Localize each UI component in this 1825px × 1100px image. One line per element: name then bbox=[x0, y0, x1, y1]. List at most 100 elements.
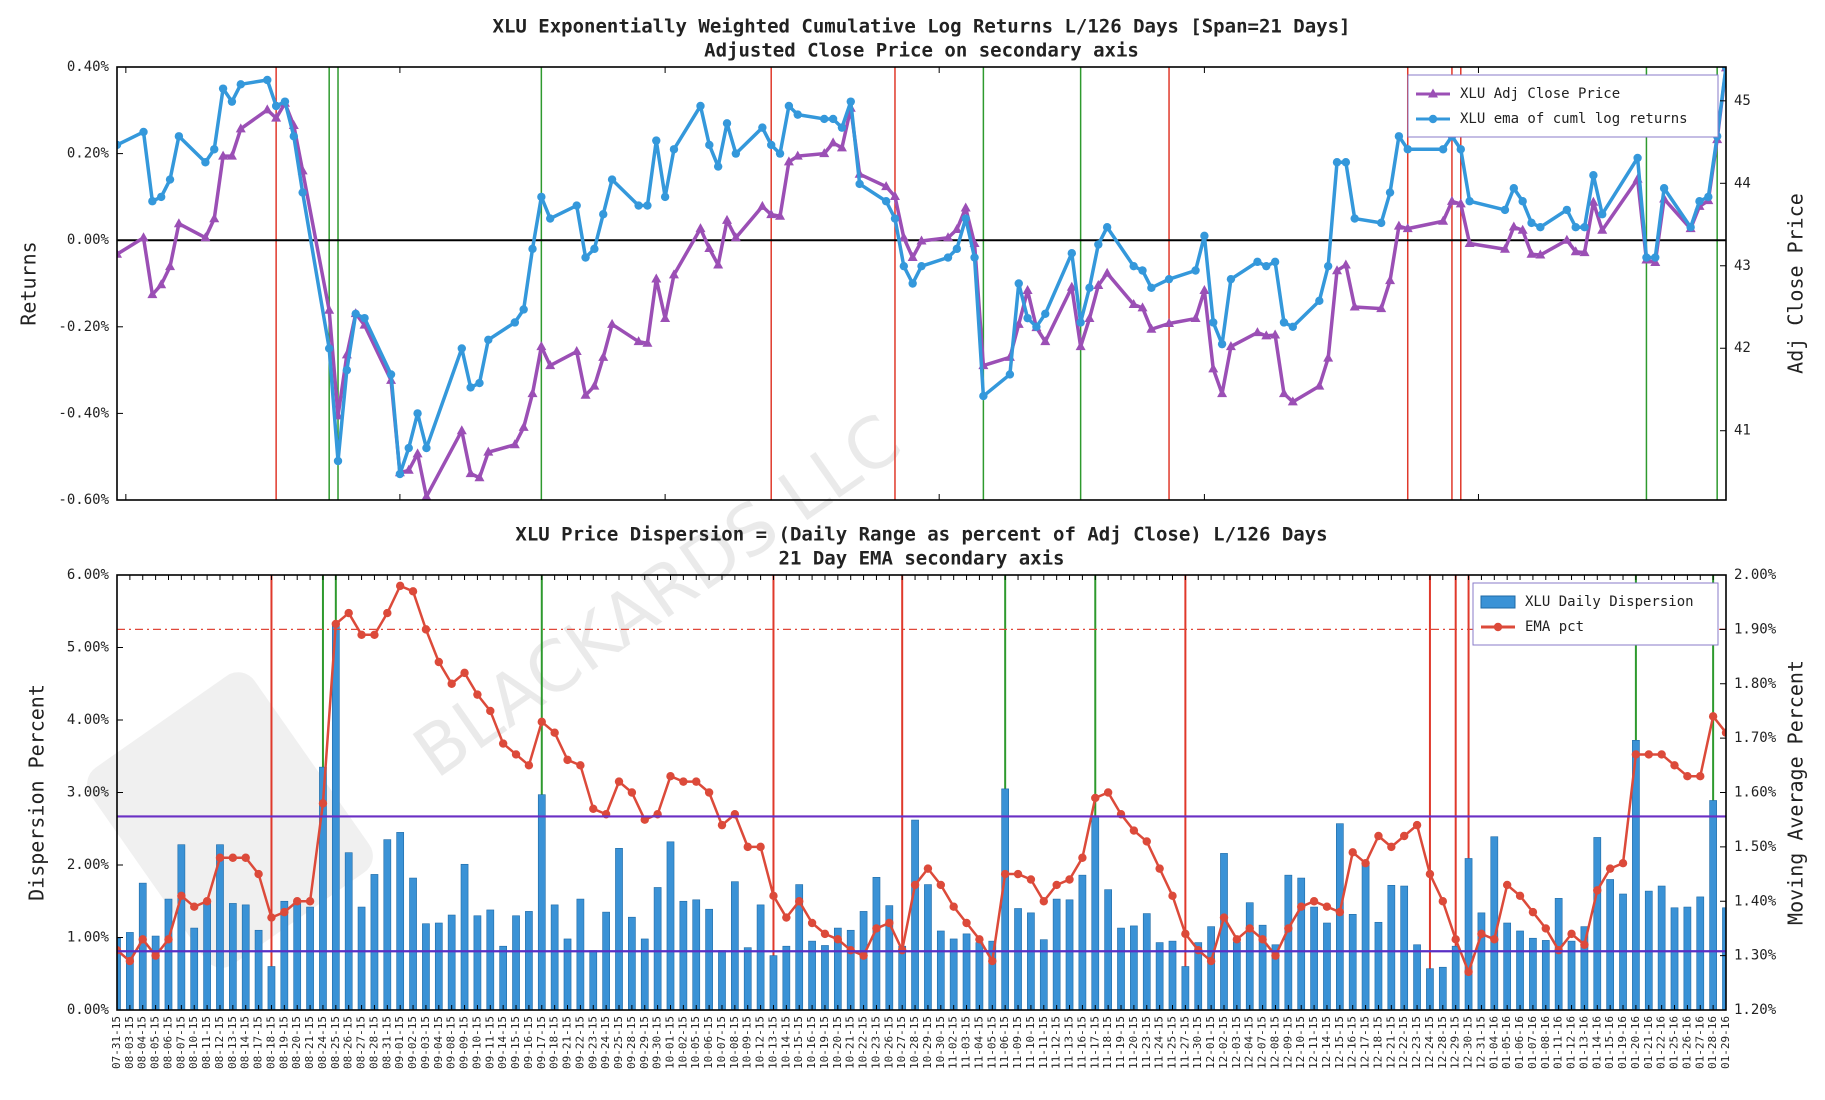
bar bbox=[319, 766, 327, 1010]
x-tick-label: 12-23-15 bbox=[1410, 1016, 1423, 1069]
point-marker bbox=[1023, 313, 1032, 323]
point-marker bbox=[910, 880, 920, 890]
bar bbox=[177, 844, 186, 1010]
point-marker bbox=[117, 248, 122, 258]
point-marker bbox=[1217, 339, 1227, 349]
point-marker bbox=[524, 761, 534, 770]
point-marker bbox=[164, 935, 173, 944]
x-tick-label: 12-28-15 bbox=[1436, 1016, 1449, 1069]
bar bbox=[949, 938, 958, 1010]
x-tick-label: 01-11-16 bbox=[1552, 1016, 1565, 1069]
point-marker bbox=[889, 190, 900, 200]
bar bbox=[1632, 739, 1640, 1010]
point-marker bbox=[1659, 184, 1669, 193]
point-marker bbox=[1309, 897, 1319, 906]
point-marker bbox=[1412, 820, 1422, 830]
point-marker bbox=[1094, 240, 1103, 249]
point-marker bbox=[1696, 771, 1705, 781]
point-marker bbox=[1085, 283, 1094, 293]
point-marker bbox=[527, 388, 538, 398]
point-marker bbox=[1508, 221, 1519, 231]
point-marker bbox=[1695, 197, 1704, 206]
x-tick-label: 10-28-15 bbox=[908, 1016, 921, 1069]
bar bbox=[936, 930, 945, 1010]
point-marker bbox=[1633, 153, 1642, 163]
y2-axis-label: Adj Close Price bbox=[1784, 193, 1808, 374]
legend-label: XLU ema of cuml log returns bbox=[1460, 111, 1688, 127]
point-marker bbox=[466, 383, 475, 392]
watermark-logo bbox=[87, 672, 373, 968]
bar bbox=[769, 955, 778, 1010]
point-marker bbox=[271, 112, 282, 122]
point-marker bbox=[1164, 318, 1175, 328]
bar bbox=[1104, 889, 1112, 1010]
point-marker bbox=[1102, 267, 1113, 277]
point-marker bbox=[165, 175, 175, 184]
point-marker bbox=[528, 244, 537, 254]
watermark: BLACKARDS LLC bbox=[399, 398, 915, 794]
point-marker bbox=[1571, 223, 1580, 232]
point-marker bbox=[1536, 223, 1545, 232]
x-tick-label: 10-16-15 bbox=[805, 1016, 818, 1069]
point-marker bbox=[1387, 842, 1396, 852]
bar bbox=[1709, 800, 1717, 1010]
point-marker bbox=[652, 136, 661, 145]
point-marker bbox=[351, 309, 360, 319]
point-marker bbox=[486, 706, 495, 716]
bar bbox=[486, 909, 495, 1010]
point-marker bbox=[1500, 205, 1510, 215]
bar bbox=[1065, 899, 1074, 1010]
point-marker bbox=[210, 145, 219, 154]
point-marker bbox=[386, 370, 396, 379]
x-tick-label: 11-11-15 bbox=[1037, 1016, 1050, 1069]
y2-tick-label: 1.90% bbox=[1734, 621, 1777, 637]
point-marker bbox=[580, 389, 591, 399]
point-marker bbox=[1393, 220, 1404, 230]
point-marker bbox=[1075, 341, 1086, 351]
bar bbox=[117, 937, 121, 1010]
point-marker bbox=[1245, 924, 1254, 933]
point-marker bbox=[509, 439, 520, 449]
point-marker bbox=[1138, 266, 1147, 275]
point-marker bbox=[908, 279, 917, 288]
point-marker bbox=[1704, 192, 1713, 202]
x-tick-label: 11-19-15 bbox=[1114, 1016, 1127, 1069]
plot-area bbox=[117, 575, 1726, 1010]
legend-label: XLU Daily Dispersion bbox=[1525, 594, 1694, 610]
point-marker bbox=[1335, 907, 1345, 917]
bar bbox=[1451, 945, 1460, 1010]
bar bbox=[216, 844, 224, 1010]
point-marker bbox=[1040, 336, 1051, 346]
point-marker bbox=[1385, 275, 1396, 285]
point-marker bbox=[1515, 891, 1525, 901]
legend-box bbox=[1407, 74, 1719, 138]
point-marker bbox=[1567, 929, 1576, 939]
point-marker bbox=[1651, 253, 1660, 262]
x-tick-label: 08-25-15 bbox=[329, 1016, 342, 1069]
point-marker bbox=[474, 472, 485, 482]
point-marker bbox=[669, 145, 679, 154]
bar bbox=[203, 900, 211, 1010]
point-marker bbox=[775, 149, 785, 158]
bar bbox=[190, 927, 199, 1010]
x-tick-label: 12-21-15 bbox=[1384, 1016, 1397, 1069]
y2-tick-label: 1.80% bbox=[1734, 676, 1777, 692]
bar bbox=[628, 916, 636, 1010]
x-tick-label: 09-23-15 bbox=[586, 1016, 599, 1069]
bar bbox=[1130, 925, 1138, 1010]
x-tick-label: 08-04-15 bbox=[136, 1016, 149, 1069]
point-marker bbox=[215, 853, 225, 862]
point-marker bbox=[1093, 280, 1104, 290]
bar bbox=[499, 945, 507, 1010]
x-tick-label: 08-05-15 bbox=[149, 1016, 162, 1069]
x-tick-label: 12-03-15 bbox=[1230, 1016, 1243, 1069]
point-marker bbox=[634, 201, 643, 210]
point-marker bbox=[447, 679, 456, 688]
point-marker bbox=[722, 119, 732, 128]
x-tick-label: 01-28-16 bbox=[1706, 1016, 1719, 1069]
point-marker bbox=[731, 149, 741, 158]
bar bbox=[126, 932, 134, 1010]
bar bbox=[512, 915, 520, 1010]
bar bbox=[1696, 896, 1705, 1010]
point-marker bbox=[148, 197, 157, 206]
